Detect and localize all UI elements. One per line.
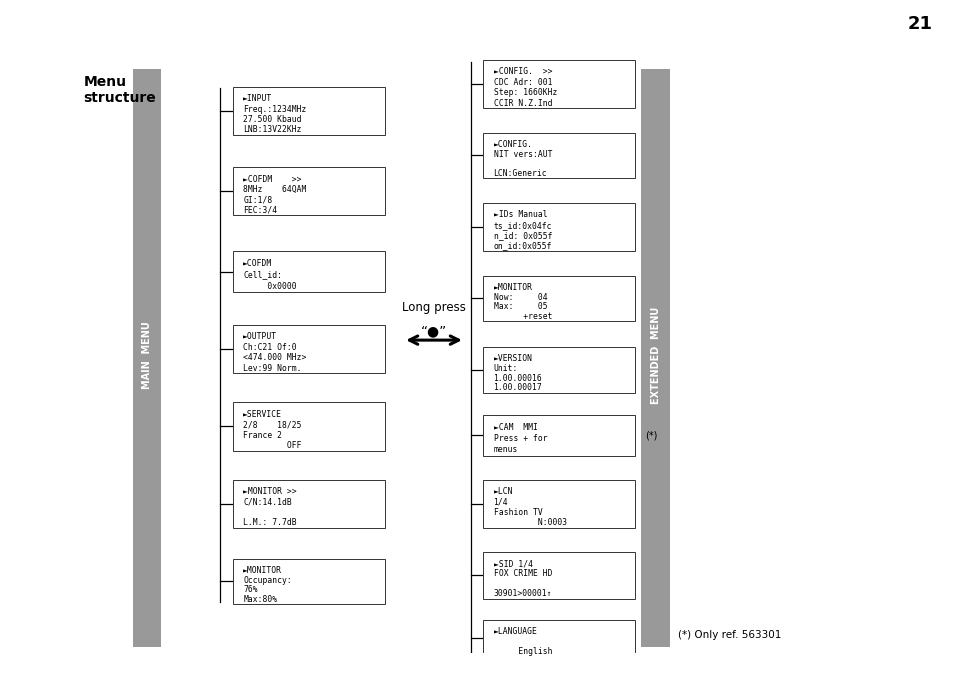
FancyBboxPatch shape <box>482 133 635 178</box>
Text: ►CAM  MMI: ►CAM MMI <box>493 423 537 432</box>
Text: Press + for: Press + for <box>493 434 547 444</box>
Text: 76%: 76% <box>243 586 257 594</box>
FancyBboxPatch shape <box>482 60 635 108</box>
FancyBboxPatch shape <box>233 402 385 451</box>
Text: ►IDs Manual: ►IDs Manual <box>493 211 547 219</box>
Text: GI:1/8: GI:1/8 <box>243 195 273 205</box>
Text: EXTENDED  MENU: EXTENDED MENU <box>650 306 659 404</box>
Text: 2/8    18/25: 2/8 18/25 <box>243 420 301 429</box>
Text: +reset: +reset <box>493 312 552 321</box>
Text: Ch:C21 Of:0: Ch:C21 Of:0 <box>243 343 296 352</box>
Text: English: English <box>493 647 552 656</box>
FancyBboxPatch shape <box>482 480 635 528</box>
Text: “●”: “●” <box>420 324 447 339</box>
Text: EN: EN <box>867 402 889 416</box>
Text: ►COFDM: ►COFDM <box>243 259 273 269</box>
Text: menus: menus <box>493 446 517 454</box>
FancyBboxPatch shape <box>233 325 385 373</box>
Text: ►CONFIG.  >>: ►CONFIG. >> <box>493 67 552 77</box>
Text: FEC:3/4: FEC:3/4 <box>243 206 277 215</box>
Text: Menu
structure: Menu structure <box>83 75 156 105</box>
Text: OFF: OFF <box>243 441 301 450</box>
Text: n_id: 0x055f: n_id: 0x055f <box>493 231 552 240</box>
Text: Fashion TV: Fashion TV <box>493 508 541 517</box>
Text: 8MHz    64QAM: 8MHz 64QAM <box>243 185 306 194</box>
Text: Occupancy:: Occupancy: <box>243 575 292 585</box>
FancyBboxPatch shape <box>482 552 635 598</box>
Text: 21: 21 <box>906 15 931 33</box>
Text: ►LANGUAGE: ►LANGUAGE <box>493 627 537 636</box>
Text: NIT vers:AUT: NIT vers:AUT <box>493 149 552 159</box>
FancyBboxPatch shape <box>233 252 385 292</box>
Text: Unit:: Unit: <box>493 364 517 373</box>
Text: ►CONFIG.: ►CONFIG. <box>493 140 532 149</box>
Text: Now:     04: Now: 04 <box>493 293 547 302</box>
Text: 27.500 Kbaud: 27.500 Kbaud <box>243 115 301 124</box>
FancyBboxPatch shape <box>233 480 385 528</box>
Text: C/N:14.1dB: C/N:14.1dB <box>243 497 292 507</box>
Text: Televes: Televes <box>789 12 884 36</box>
Text: L.M.: 7.7dB: L.M.: 7.7dB <box>243 518 296 528</box>
Text: ►LCN: ►LCN <box>493 487 513 496</box>
Text: Max:80%: Max:80% <box>243 595 277 604</box>
Text: on_id:0x055f: on_id:0x055f <box>493 242 552 250</box>
Text: ts_id:0x04fc: ts_id:0x04fc <box>493 221 552 229</box>
Text: 1.00.00016: 1.00.00016 <box>493 374 541 383</box>
FancyBboxPatch shape <box>482 203 635 251</box>
Text: LNB:13V22KHz: LNB:13V22KHz <box>243 125 301 135</box>
Text: France 2: France 2 <box>243 431 282 439</box>
Text: Max:     05: Max: 05 <box>493 302 547 312</box>
Text: Step: 1660KHz: Step: 1660KHz <box>493 88 557 97</box>
Text: Long press: Long press <box>401 301 465 314</box>
FancyBboxPatch shape <box>233 559 385 604</box>
Text: <474.000 MHz>: <474.000 MHz> <box>243 353 306 362</box>
Text: 1/4: 1/4 <box>493 497 508 507</box>
Text: ►OUTPUT: ►OUTPUT <box>243 332 277 341</box>
Bar <box>132 69 161 647</box>
Text: CCIR N.Z.Ind: CCIR N.Z.Ind <box>493 98 552 108</box>
Text: Freq.:1234MHz: Freq.:1234MHz <box>243 104 306 114</box>
FancyBboxPatch shape <box>233 167 385 215</box>
Text: 0x0000: 0x0000 <box>243 282 296 291</box>
FancyBboxPatch shape <box>233 87 385 135</box>
Text: LCN:Generic: LCN:Generic <box>493 169 547 178</box>
Text: ►INPUT: ►INPUT <box>243 94 273 103</box>
FancyBboxPatch shape <box>482 276 635 321</box>
FancyBboxPatch shape <box>482 347 635 392</box>
Text: ►COFDM    >>: ►COFDM >> <box>243 174 301 184</box>
FancyBboxPatch shape <box>482 620 635 656</box>
Text: (*): (*) <box>644 431 657 440</box>
Text: ►MONITOR >>: ►MONITOR >> <box>243 487 296 496</box>
Text: Lev:99 Norm.: Lev:99 Norm. <box>243 363 301 373</box>
Text: Cell_id:: Cell_id: <box>243 271 282 279</box>
Text: ►MONITOR: ►MONITOR <box>243 566 282 575</box>
Bar <box>640 69 669 647</box>
Text: 30901>00001↑: 30901>00001↑ <box>493 590 552 598</box>
Text: CDC Adr: 001: CDC Adr: 001 <box>493 78 552 87</box>
Text: 1.00.00017: 1.00.00017 <box>493 384 541 392</box>
Text: N:0003: N:0003 <box>493 518 566 528</box>
Text: MAIN  MENU: MAIN MENU <box>142 321 152 389</box>
Text: ►VERSION: ►VERSION <box>493 355 532 363</box>
Text: ►SID 1/4: ►SID 1/4 <box>493 559 532 569</box>
Bar <box>889 2 948 46</box>
Text: ►SERVICE: ►SERVICE <box>243 410 282 419</box>
Text: ►MONITOR: ►MONITOR <box>493 283 532 292</box>
FancyBboxPatch shape <box>482 415 635 456</box>
Text: FOX CRIME HD: FOX CRIME HD <box>493 569 552 578</box>
Text: (*) Only ref. 563301: (*) Only ref. 563301 <box>678 630 781 640</box>
